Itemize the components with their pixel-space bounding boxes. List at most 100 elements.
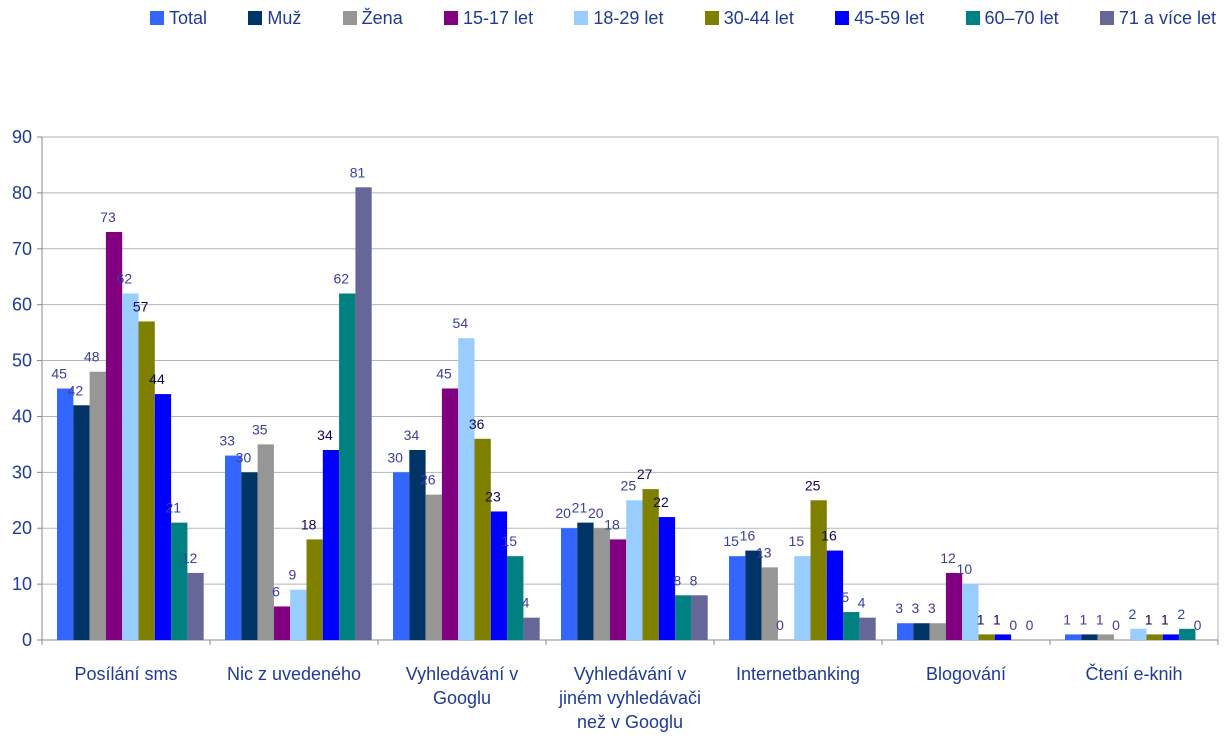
bar <box>994 634 1012 640</box>
bar <box>843 612 860 640</box>
category-label: Vyhledávání v <box>574 664 686 684</box>
data-label: 21 <box>572 500 588 516</box>
data-label: 42 <box>68 382 84 398</box>
legend-swatch <box>248 11 263 25</box>
category-label: Čtení e-knih <box>1085 663 1182 684</box>
category-label: než v Googlu <box>577 712 683 732</box>
bar <box>441 388 459 640</box>
bar <box>339 293 356 640</box>
y-tick-label: 30 <box>12 462 32 482</box>
y-tick-label: 20 <box>12 518 32 538</box>
bar <box>1081 634 1098 640</box>
legend-swatch <box>342 11 357 25</box>
bar <box>691 595 708 640</box>
bar <box>187 572 204 640</box>
data-label: 30 <box>236 449 252 465</box>
legend-label: 45-59 let <box>854 7 925 28</box>
data-label: 12 <box>940 550 956 566</box>
y-tick-label: 70 <box>12 239 32 259</box>
legend-item: 60–70 let <box>965 8 1059 29</box>
bar <box>171 522 188 640</box>
bar <box>859 617 876 640</box>
bar <box>241 472 258 640</box>
bar <box>355 187 372 641</box>
data-label: 34 <box>404 427 420 443</box>
data-label: 18 <box>301 516 317 532</box>
category-label: jiném vyhledávači <box>558 688 701 708</box>
bar <box>1146 634 1163 640</box>
data-label: 0 <box>1112 617 1120 633</box>
legend-item: 15-17 let <box>444 8 533 29</box>
data-label: 16 <box>821 528 837 544</box>
y-tick-label: 10 <box>12 574 32 594</box>
bar <box>561 528 578 640</box>
data-label: 1 <box>977 611 985 627</box>
data-label: 3 <box>912 600 920 616</box>
data-label: 6 <box>272 583 280 599</box>
data-label: 9 <box>288 567 296 583</box>
chart-legend: Total Muž Žena 15-17 let 18-29 let 30-44 let 4… <box>150 5 1216 31</box>
bar <box>105 232 123 640</box>
y-tick-label: 80 <box>12 183 32 203</box>
y-tick-label: 0 <box>22 630 32 650</box>
data-label: 62 <box>333 270 349 286</box>
data-label: 2 <box>1177 606 1185 622</box>
bar <box>1162 634 1180 640</box>
data-label: 57 <box>133 298 149 314</box>
legend-swatch <box>574 11 589 25</box>
bar <box>409 449 426 640</box>
bar <box>490 511 508 640</box>
data-label: 0 <box>776 617 784 633</box>
bar <box>577 522 594 640</box>
legend-item: Total <box>150 8 207 29</box>
data-label: 48 <box>84 349 100 365</box>
bar <box>929 623 946 640</box>
bar <box>897 623 914 640</box>
category-label: Googlu <box>433 688 491 708</box>
data-label: 15 <box>501 533 517 549</box>
data-label: 5 <box>841 589 849 605</box>
data-label: 23 <box>485 488 501 504</box>
bar <box>393 472 410 640</box>
data-label: 54 <box>453 315 469 331</box>
data-label: 1 <box>1063 611 1071 627</box>
bar <box>73 405 90 640</box>
bar <box>523 617 540 640</box>
bar <box>474 438 491 640</box>
bar <box>642 489 659 640</box>
data-label: 34 <box>317 427 333 443</box>
legend-label: 18-29 let <box>593 7 664 28</box>
data-label: 36 <box>469 416 485 432</box>
bar <box>122 293 139 640</box>
data-label: 0 <box>1009 617 1017 633</box>
data-label: 13 <box>756 544 772 560</box>
data-label: 45 <box>436 366 452 382</box>
data-label: 25 <box>621 477 637 493</box>
bar <box>761 567 778 640</box>
bar <box>729 556 746 640</box>
y-tick-label: 90 <box>12 127 32 147</box>
category-label: Blogování <box>926 664 1006 684</box>
data-label: 20 <box>588 505 604 521</box>
data-label: 1 <box>1161 611 1169 627</box>
bar <box>810 500 827 640</box>
y-tick-label: 50 <box>12 351 32 371</box>
bar <box>1097 634 1114 640</box>
data-label: 18 <box>604 516 620 532</box>
legend-label: Muž <box>267 7 302 28</box>
legend-label: 71 a více let <box>1118 7 1216 28</box>
y-tick-label: 60 <box>12 295 32 315</box>
bar <box>257 444 274 640</box>
bar <box>89 371 106 640</box>
data-label: 15 <box>789 533 805 549</box>
data-label: 62 <box>117 270 133 286</box>
legend-item: 18-29 let <box>574 8 663 29</box>
data-label: 1 <box>993 611 1001 627</box>
data-label: 3 <box>928 600 936 616</box>
bar <box>794 556 811 640</box>
data-label: 0 <box>1026 617 1034 633</box>
bar <box>626 500 643 640</box>
bar <box>978 634 995 640</box>
bar <box>913 623 930 640</box>
data-label: 15 <box>723 533 739 549</box>
